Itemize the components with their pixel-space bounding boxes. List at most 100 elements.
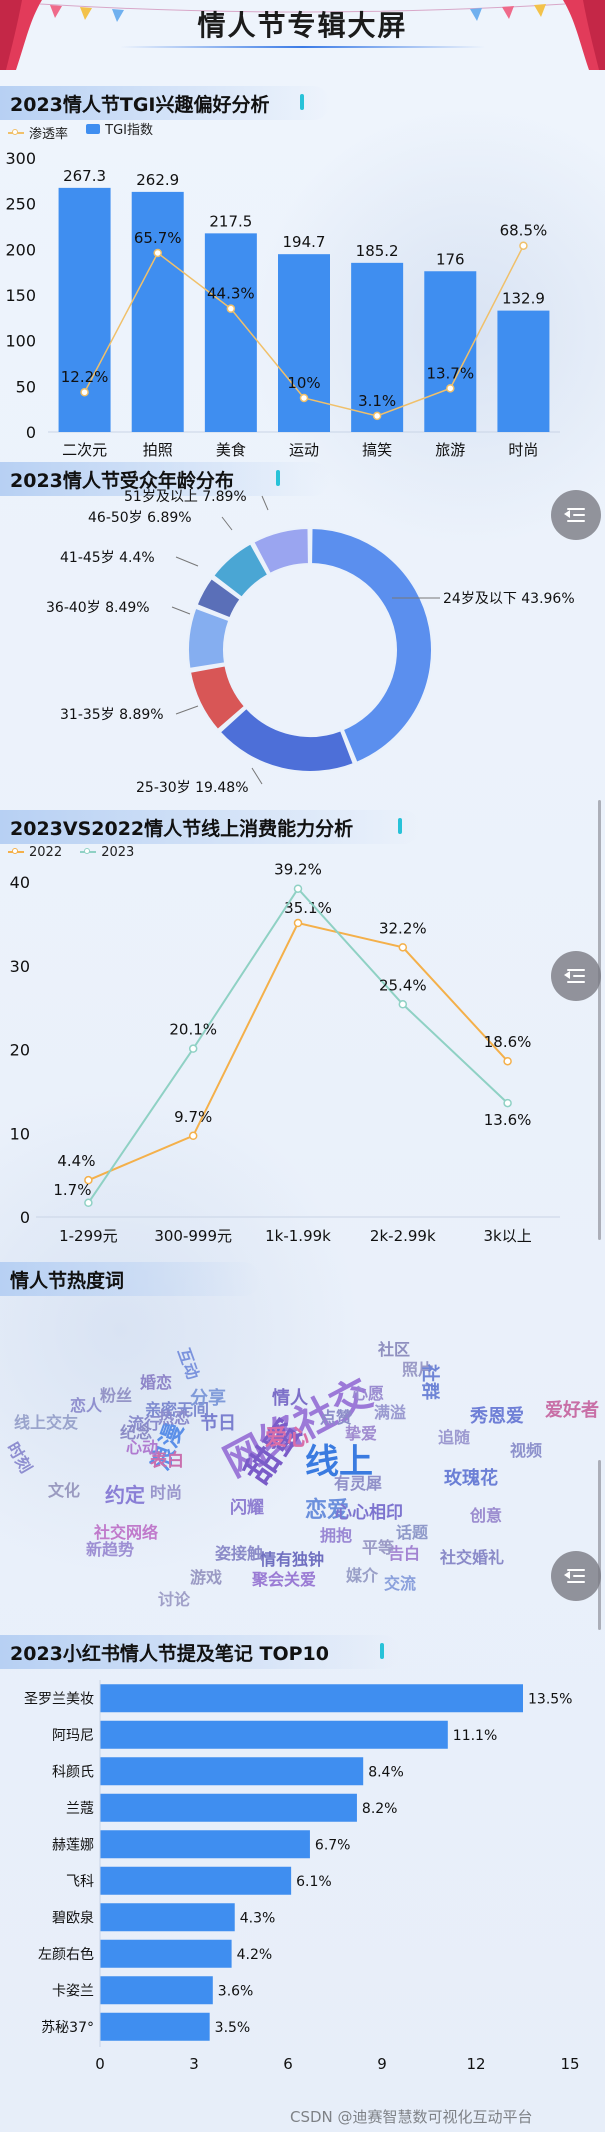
donut-slice (252, 527, 310, 575)
word-cloud-term: 告白 (388, 1544, 421, 1563)
menu-line (567, 520, 585, 522)
word-cloud-term: 社群 (419, 1364, 440, 1400)
word-cloud-term: 创意 (470, 1506, 503, 1525)
menu-line (567, 969, 585, 971)
word-cloud-term: 闪耀 (230, 1498, 264, 1518)
legend-item-2022[interactable]: 2022 (8, 845, 62, 860)
bar (100, 1830, 310, 1859)
penetration-value-label: 13.7% (426, 364, 474, 382)
menu-list-icon (564, 510, 570, 518)
x-tick-label: 拍照 (143, 441, 173, 459)
bar-value-label: 6.1% (296, 1874, 332, 1890)
donut-leader-line (261, 495, 269, 511)
x-tick-label: 0 (95, 2055, 105, 2073)
word-cloud-term: 有灵犀 (334, 1474, 383, 1493)
donut-slice-label: 31-35岁 8.89% (60, 707, 164, 723)
series-value-label: 25.4% (379, 976, 427, 994)
y-tick-label: 40 (10, 873, 30, 892)
x-tick-label: 旅游 (435, 441, 465, 459)
section-title-xhs: 2023小红书情人节提及笔记 TOP10 (0, 1635, 400, 1669)
category-label: 兰蔻 (66, 1801, 94, 1817)
word-cloud-term: 社区 (378, 1340, 411, 1359)
word-cloud-term: 时尚 (150, 1483, 183, 1502)
series-line-2022 (88, 921, 509, 1182)
word-cloud-term: 姿接触 (215, 1544, 264, 1563)
series-value-label: 20.1% (169, 1021, 217, 1039)
bar-legend-icon (86, 123, 101, 134)
penetration-value-label: 44.3% (207, 285, 255, 303)
donut-slice (310, 527, 433, 764)
menu-line (567, 1569, 585, 1571)
penetration-value-label: 10% (287, 374, 320, 392)
spend-line-chart: 0 10 20 30 40 1-299元 300-999元 1k-1.99k 2k-2.99k 3… (10, 862, 560, 1245)
penetration-value-label: 12.2% (61, 368, 109, 386)
bar (204, 233, 257, 432)
series-point (398, 943, 408, 952)
bar-value-label: 217.5 (209, 212, 252, 230)
donut-slice-label: 46-50岁 6.89% (88, 510, 192, 526)
bar (100, 1720, 448, 1749)
legend-item-tgi[interactable]: TGI指数 (86, 119, 153, 138)
bar-value-label: 3.5% (215, 2020, 251, 2036)
penetration-value-label: 68.5% (500, 222, 548, 240)
bar-value-label: 13.5% (528, 1691, 572, 1707)
category-label: 苏秘37° (41, 2020, 94, 2036)
word-cloud-term: 社交网络 (94, 1523, 159, 1542)
x-tick-label: 6 (283, 2055, 293, 2073)
bar (100, 2012, 210, 2041)
penetration-point (372, 411, 382, 421)
legend-item-2023[interactable]: 2023 (80, 845, 134, 860)
word-cloud-term: 聚会关爱 (252, 1570, 317, 1589)
series-point (84, 1175, 93, 1185)
penetration-point (446, 384, 455, 393)
word-cloud-term: 约定 (105, 1483, 145, 1507)
y-tick-label: 0 (26, 423, 36, 442)
word-cloud-term: 挚爱 (345, 1424, 378, 1443)
y-tick-label: 300 (5, 149, 36, 168)
scrollbar[interactable] (598, 800, 601, 1240)
menu-toggle-button[interactable] (551, 490, 601, 540)
menu-list-icon (564, 971, 570, 979)
bar-value-label: 6.7% (315, 1837, 351, 1853)
bar (100, 1976, 213, 2005)
word-cloud-term: 心心相印 (335, 1503, 403, 1523)
menu-toggle-button[interactable] (551, 951, 601, 1001)
word-cloud-term: 媒介 (346, 1566, 379, 1585)
bar-value-label: 4.3% (240, 1910, 276, 1926)
series-point (503, 1098, 512, 1108)
section-title-text: 2023VS2022情人节线上消费能力分析 (10, 818, 354, 840)
word-cloud-term: 追随 (438, 1428, 471, 1447)
bar-value-label: 262.9 (136, 171, 179, 189)
category-label: 碧欧泉 (52, 1909, 94, 1926)
bar-value-label: 185.2 (356, 242, 399, 260)
donut-slice (188, 664, 246, 731)
bar (278, 254, 330, 432)
word-cloud-term: 拥抱 (320, 1526, 353, 1545)
section-title-text: 2023小红书情人节提及笔记 TOP10 (10, 1643, 329, 1665)
scrollbar[interactable] (598, 1460, 601, 1630)
legend-label: 渗透率 (29, 127, 69, 142)
legend-item-penetration[interactable]: 渗透率 (8, 123, 68, 142)
section-title-age: 2023情人节受众年龄分布 (0, 462, 330, 496)
y-tick-label: 20 (10, 1041, 30, 1060)
word-cloud-term: 热恋 (158, 1408, 191, 1427)
donut-leader-line (171, 606, 191, 615)
series-value-label: 13.6% (484, 1111, 532, 1129)
bar (351, 262, 404, 432)
title-accent-icon (300, 94, 304, 110)
title-accent-icon (398, 818, 402, 834)
word-cloud-term: 心动 (126, 1438, 159, 1457)
tgi-bar-line-chart: 0 50 100 150 200 250 300 267.3 二次元 262.9 拍照 217.5 美食… (5, 149, 560, 459)
bar (100, 1866, 292, 1895)
tgi-legend: 渗透率 TGI指数 (8, 119, 167, 142)
y-tick-label: 10 (10, 1124, 30, 1143)
donut-slice-label: 36-40岁 8.49% (46, 600, 150, 616)
series-point (503, 1056, 512, 1066)
line-legend-icon (80, 848, 97, 854)
word-cloud-term: 表白 (150, 1451, 184, 1471)
watermark: CSDN @迪赛智慧数可视化互动平台 (290, 2108, 533, 2126)
donut-leader-line (175, 705, 199, 715)
title-accent-icon (380, 1643, 384, 1659)
bar-value-label: 267.3 (63, 167, 106, 185)
menu-toggle-button[interactable] (551, 1551, 601, 1601)
